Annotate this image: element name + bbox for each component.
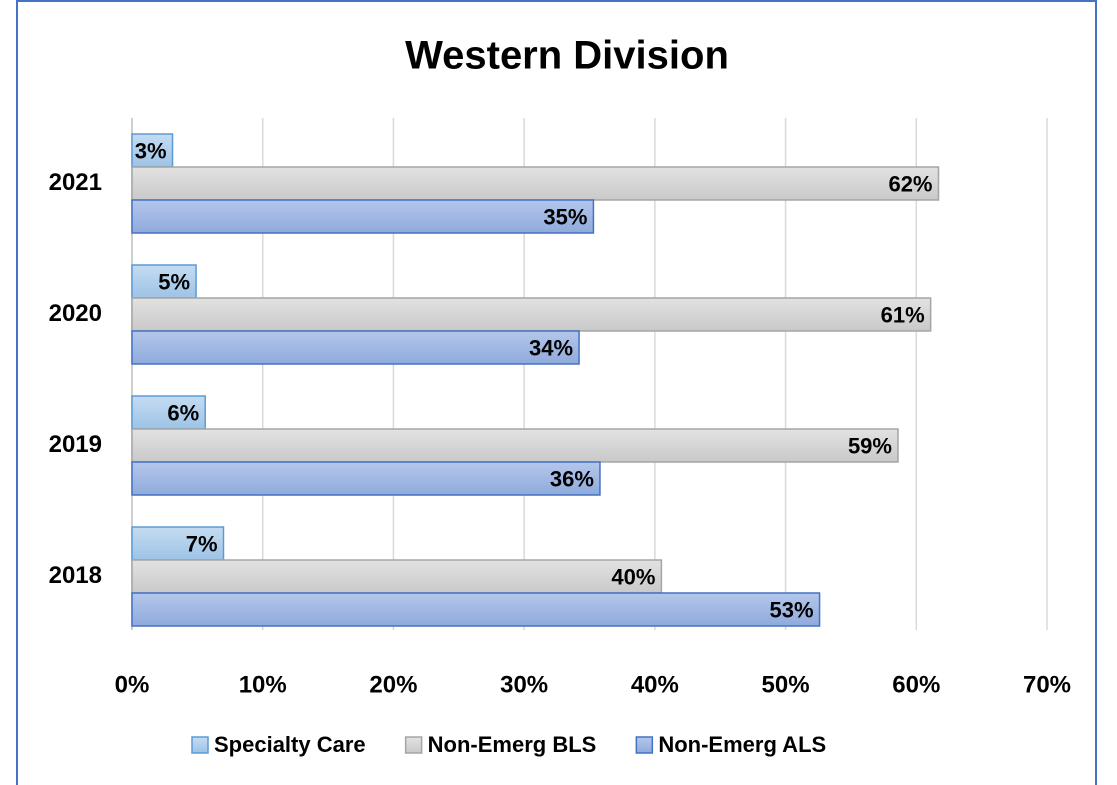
x-tick-label: 20% <box>369 671 417 698</box>
legend-label: Specialty Care <box>214 732 366 757</box>
bar <box>131 559 663 594</box>
legend-swatch <box>635 736 654 754</box>
data-label: 36% <box>550 466 594 491</box>
data-label: 5% <box>158 269 190 294</box>
legend-swatch <box>191 736 209 754</box>
data-label: 59% <box>848 433 892 458</box>
bar <box>131 592 821 627</box>
bar <box>131 199 595 234</box>
bar <box>131 264 197 299</box>
x-tick-label: 70% <box>1023 671 1071 698</box>
x-tick-label: 10% <box>239 671 287 698</box>
bar <box>131 526 225 561</box>
data-label: 7% <box>186 531 218 556</box>
y-tick-label: 2020 <box>49 300 102 327</box>
y-tick-label: 2021 <box>49 169 102 196</box>
bar <box>131 330 580 365</box>
bar <box>131 461 601 496</box>
y-tick-label: 2019 <box>49 431 102 458</box>
data-label: 35% <box>543 204 587 229</box>
x-tick-label: 0% <box>115 671 150 698</box>
data-label: 6% <box>167 400 199 425</box>
data-label: 3% <box>135 138 167 163</box>
legend-label: Non-Emerg BLS <box>428 732 597 757</box>
data-label: 40% <box>611 564 655 589</box>
x-tick-label: 40% <box>631 671 679 698</box>
data-label: 62% <box>888 171 932 196</box>
y-tick-label: 2018 <box>49 562 102 589</box>
data-label: 34% <box>529 335 573 360</box>
legend-swatch <box>404 736 423 754</box>
bar <box>131 133 174 168</box>
x-tick-label: 50% <box>762 671 810 698</box>
legend-label: Non-Emerg ALS <box>658 732 826 757</box>
x-tick-label: 60% <box>892 671 940 698</box>
x-tick-label: 30% <box>500 671 548 698</box>
chart-frame <box>16 0 1097 785</box>
chart-title: Western Division <box>405 34 729 78</box>
bar <box>131 297 932 332</box>
data-label: 61% <box>881 302 925 327</box>
bar <box>131 166 940 201</box>
data-label: 53% <box>770 597 814 622</box>
bar <box>131 428 899 463</box>
